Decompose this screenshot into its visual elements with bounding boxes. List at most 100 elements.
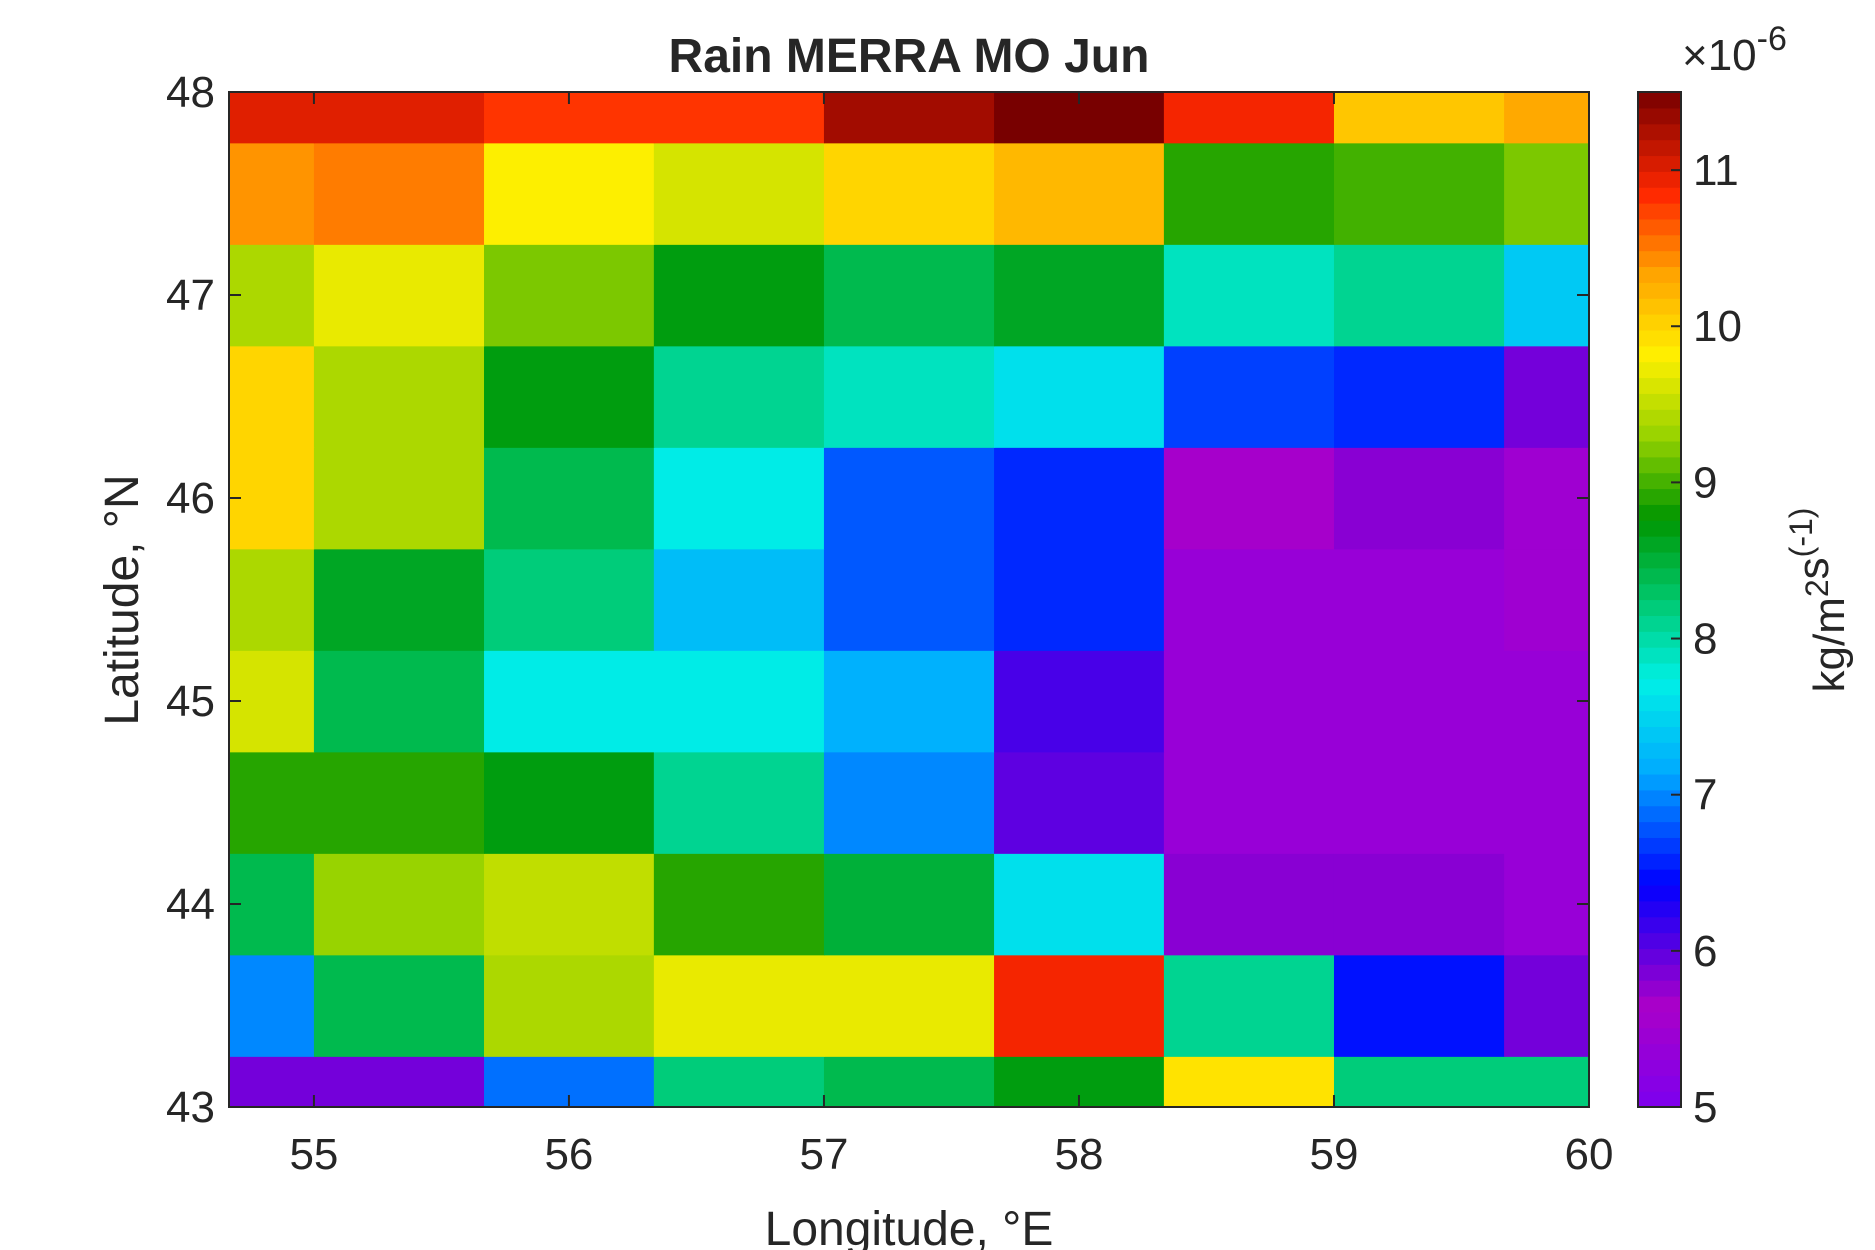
colorbar-swatch: [1638, 932, 1681, 950]
colorbar-swatch: [1638, 377, 1681, 394]
colorbar-swatch: [1638, 758, 1681, 775]
colorbar-swatch: [1638, 567, 1681, 585]
heatmap-cell: [313, 92, 485, 144]
heatmap-cell: [1504, 650, 1590, 753]
colorbar-frame: [1637, 91, 1682, 1108]
colorbar-swatch: [1638, 361, 1681, 379]
colorbar-swatch: [1638, 837, 1681, 854]
heatmap-cell: [1333, 650, 1505, 753]
heatmap-cell: [229, 447, 315, 550]
colorbar-swatch: [1638, 853, 1681, 870]
heatmap-cell: [994, 142, 1165, 245]
colorbar-swatch: [1638, 647, 1681, 664]
heatmap-cell: [823, 92, 995, 144]
y-tick-label: 44: [166, 880, 215, 929]
heatmap-cell: [994, 954, 1165, 1057]
x-tick-label: 59: [1310, 1130, 1359, 1179]
heatmap-cell: [313, 345, 485, 448]
colorbar-swatch: [1638, 1075, 1681, 1092]
colorbar-swatch: [1638, 1011, 1681, 1029]
colorbar-swatch: [1638, 409, 1681, 426]
x-axis-ticks: 55 56 57 58 59 60: [289, 92, 1613, 1179]
heatmap-cell: [653, 1056, 825, 1108]
heatmap-cell: [994, 853, 1165, 956]
colorbar-swatch: [1638, 662, 1681, 680]
heatmap-cell: [229, 1056, 315, 1108]
heatmap-cell: [1333, 853, 1505, 956]
colorbar-swatch: [1638, 234, 1681, 252]
colorbar-ticks: 5 6 7 8 9 10 11: [1671, 146, 1742, 1132]
colorbar-swatch: [1638, 266, 1681, 283]
heatmap-cell: [1333, 1056, 1505, 1108]
heatmap-cell: [313, 853, 485, 956]
heatmap-cell: [229, 548, 315, 651]
y-tick-label: 48: [166, 68, 215, 117]
heatmap-cell: [653, 954, 825, 1057]
colorbar-swatch: [1638, 1091, 1681, 1108]
heatmap-cell: [313, 650, 485, 753]
colorbar-swatch: [1638, 710, 1681, 727]
colorbar-swatch: [1638, 314, 1681, 331]
heatmap-cell: [229, 650, 315, 753]
y-axis-label: Latitude, °N: [96, 474, 149, 725]
heatmap-cell: [1333, 548, 1505, 651]
heatmap-cell: [313, 142, 485, 245]
colorbar-swatch: [1638, 456, 1681, 474]
heatmap-cell: [1163, 142, 1335, 245]
colorbar-swatch: [1638, 171, 1681, 188]
colorbar-swatch: [1638, 599, 1681, 616]
heatmap-cell: [1333, 345, 1505, 448]
heatmap-cell: [994, 751, 1165, 854]
heatmap-cell: [313, 447, 485, 550]
heatmap-cell: [484, 142, 655, 245]
colorbar-swatch: [1638, 440, 1681, 458]
heatmap-cell: [823, 548, 995, 651]
heatmap-cell: [1163, 650, 1335, 753]
y-axis-ticks: 43 44 45 46 47 48: [166, 68, 1589, 1132]
heatmap-cell: [823, 650, 995, 753]
heatmap-cells: [229, 92, 1590, 1108]
heatmap-cell: [653, 447, 825, 550]
heatmap-cell: [1333, 447, 1505, 550]
y-tick-label: 47: [166, 271, 215, 320]
heatmap-cell: [1504, 92, 1590, 144]
heatmap-cell: [484, 954, 655, 1057]
heatmap-cell: [994, 345, 1165, 448]
colorbar-label: kg/m2s(-1): [1783, 508, 1854, 693]
x-tick-label: 55: [289, 1130, 338, 1179]
heatmap-cell: [484, 853, 655, 956]
heatmap-cell: [484, 447, 655, 550]
heatmap-cell: [229, 345, 315, 448]
heatmap-cell: [823, 1056, 995, 1108]
heatmap-cell: [994, 244, 1165, 347]
heatmap-cell: [1504, 954, 1590, 1057]
x-tick-label: 60: [1565, 1130, 1614, 1179]
colorbar-swatch: [1638, 393, 1681, 410]
colorbar-swatch: [1638, 520, 1681, 537]
heatmap-cell: [229, 853, 315, 956]
colorbar-swatch: [1638, 107, 1681, 125]
heatmap-cell: [1504, 244, 1590, 347]
heatmap-cell: [1504, 142, 1590, 245]
colorbar-swatch: [1638, 869, 1681, 886]
x-tick-label: 57: [799, 1130, 848, 1179]
heatmap-cell: [1163, 853, 1335, 956]
heatmap-cell: [313, 954, 485, 1057]
colorbar-swatch: [1638, 92, 1681, 109]
colorbar-swatch: [1638, 329, 1681, 347]
heatmap-cell: [823, 954, 995, 1057]
colorbar-swatch: [1638, 615, 1681, 632]
plot-frame: [228, 91, 1590, 1108]
colorbar-swatch: [1638, 218, 1681, 236]
colorbar-tick-label: 8: [1693, 615, 1717, 664]
heatmap-cell: [653, 142, 825, 245]
heatmap-cell: [1504, 548, 1590, 651]
colorbar-tick-label: 11: [1693, 146, 1739, 195]
heatmap-cell: [484, 650, 655, 753]
colorbar-tick-label: 9: [1693, 458, 1717, 507]
colorbar-swatch: [1638, 884, 1681, 902]
colorbar-swatch: [1638, 187, 1681, 204]
heatmap-cell: [313, 548, 485, 651]
heatmap-cell: [1333, 954, 1505, 1057]
